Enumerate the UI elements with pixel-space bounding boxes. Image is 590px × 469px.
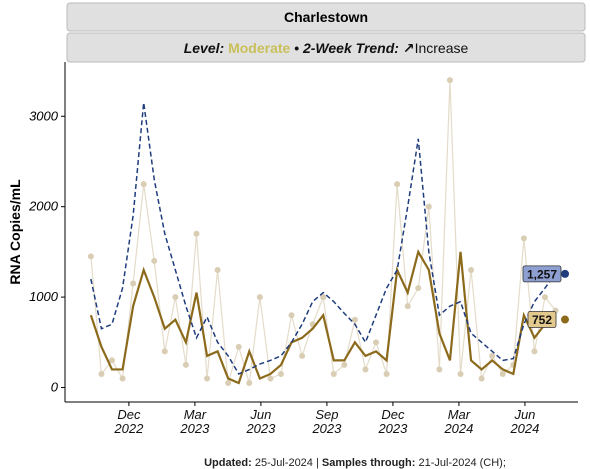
sample-point — [362, 366, 369, 373]
sample-point — [246, 380, 253, 387]
value-label: 752 — [532, 313, 552, 327]
footer: Updated: 25-Jul-2024 | Samples through: … — [204, 457, 506, 469]
sample-point — [277, 370, 284, 377]
sample-point — [119, 375, 126, 382]
sample-point — [351, 316, 358, 323]
footer-value: 25-Jul-2024 | — [255, 457, 319, 469]
sample-point — [267, 375, 274, 382]
sample-point — [204, 375, 211, 382]
y-axis-title: RNA Copies/mL — [7, 179, 23, 285]
sample-point — [288, 312, 295, 319]
end-point — [561, 269, 569, 278]
sample-point — [172, 294, 179, 301]
sample-point — [341, 361, 348, 368]
x-tick-label: Sep 2023 — [312, 407, 342, 436]
trend-value: Increase — [415, 40, 469, 56]
sample-point — [468, 266, 475, 273]
x-tick-label: Dec 2022 — [114, 407, 144, 436]
sample-point — [383, 370, 390, 377]
sample-point — [394, 181, 401, 188]
sample-point — [404, 303, 411, 310]
y-tick-label: 2000 — [28, 199, 59, 214]
y-tick-label: 3000 — [29, 108, 59, 123]
sample-point — [225, 380, 232, 387]
sample-point — [214, 266, 221, 273]
value-label-box — [527, 311, 557, 328]
x-tick-label: Mar 2023 — [180, 407, 210, 436]
sample-point — [531, 348, 538, 355]
series-line — [90, 80, 557, 384]
sample-point — [436, 366, 443, 373]
sample-point — [446, 77, 453, 84]
sample-point — [489, 352, 496, 359]
subtitle-strip — [66, 32, 586, 63]
value-label: 1,257 — [527, 267, 557, 281]
sample-point — [320, 294, 327, 301]
end-point — [561, 315, 569, 324]
sample-point — [130, 280, 137, 287]
separator: • — [294, 40, 299, 56]
sample-point — [235, 343, 242, 350]
x-tick-label: Dec 2023 — [378, 407, 408, 436]
sample-point — [108, 357, 115, 364]
sample-point — [193, 230, 200, 237]
sample-point — [520, 235, 527, 242]
sample-point — [415, 285, 422, 292]
sample-point — [299, 352, 306, 359]
y-tick-label: 1000 — [29, 289, 59, 304]
sample-point — [98, 370, 105, 377]
title-strip — [66, 2, 586, 32]
y-tick-label: 0 — [51, 380, 59, 395]
x-tick-label: Jun 2024 — [510, 407, 540, 436]
x-tick-label: Jun 2023 — [246, 407, 276, 436]
sample-point — [151, 257, 158, 264]
trend-arrow: ↗ — [403, 40, 415, 56]
chart-title: Charlestown — [284, 9, 368, 25]
footer-label: Updated: — [204, 457, 252, 469]
sample-point — [499, 370, 506, 377]
sample-point — [140, 181, 147, 188]
level-label: Level: — [184, 40, 224, 56]
sample-point — [457, 370, 464, 377]
sample-point — [425, 203, 432, 210]
sample-point — [478, 375, 485, 382]
sample-point — [256, 294, 263, 301]
series-line — [89, 249, 557, 385]
trend-label: 2-Week Trend: — [302, 40, 399, 56]
sample-point — [330, 370, 337, 377]
sample-point — [87, 253, 94, 260]
footer-label: Samples through: — [322, 457, 416, 469]
level-value: Moderate — [228, 40, 290, 56]
sample-point — [182, 361, 189, 368]
series-line — [90, 102, 557, 375]
sample-point — [161, 348, 168, 355]
sample-point — [373, 339, 380, 346]
sample-point — [541, 294, 548, 301]
chart-subtitle: Level: Moderate • 2-Week Trend: ↗Increas… — [184, 40, 469, 56]
footer-value: 21-Jul-2024 (CH); — [418, 457, 505, 469]
x-tick-label: Mar 2024 — [444, 407, 474, 436]
value-label-box — [522, 265, 562, 283]
